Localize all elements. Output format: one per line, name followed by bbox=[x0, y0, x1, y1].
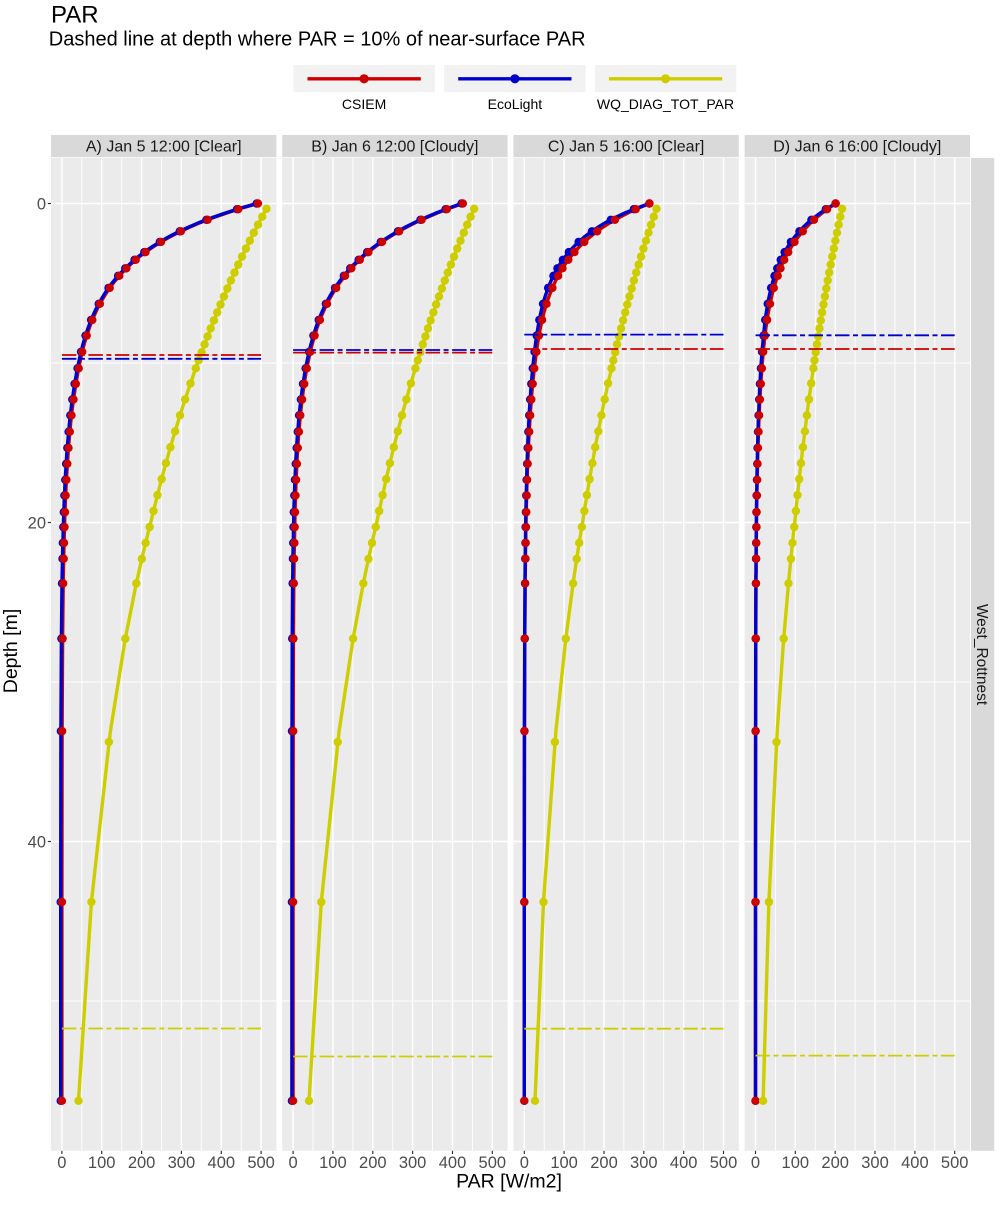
svg-text:200: 200 bbox=[359, 1154, 387, 1172]
svg-text:PAR: PAR bbox=[51, 1, 99, 28]
svg-text:PAR [W/m2]: PAR [W/m2] bbox=[456, 1171, 562, 1193]
svg-text:Depth [m]: Depth [m] bbox=[0, 609, 22, 694]
svg-text:C) Jan 5 16:00 [Clear]: C) Jan 5 16:00 [Clear] bbox=[548, 138, 705, 155]
svg-text:500: 500 bbox=[941, 1154, 969, 1172]
svg-text:0: 0 bbox=[751, 1154, 760, 1172]
svg-text:100: 100 bbox=[550, 1154, 578, 1172]
svg-text:400: 400 bbox=[670, 1154, 698, 1172]
svg-text:300: 300 bbox=[861, 1154, 889, 1172]
svg-text:500: 500 bbox=[247, 1154, 275, 1172]
svg-text:200: 200 bbox=[128, 1154, 156, 1172]
svg-text:A) Jan 5 12:00 [Clear]: A) Jan 5 12:00 [Clear] bbox=[86, 138, 242, 155]
svg-text:300: 300 bbox=[168, 1154, 196, 1172]
svg-text:300: 300 bbox=[399, 1154, 427, 1172]
svg-text:40: 40 bbox=[28, 834, 46, 852]
svg-text:0: 0 bbox=[289, 1154, 298, 1172]
svg-text:20: 20 bbox=[28, 515, 46, 533]
svg-text:400: 400 bbox=[901, 1154, 929, 1172]
svg-text:0: 0 bbox=[37, 196, 46, 214]
svg-text:500: 500 bbox=[710, 1154, 738, 1172]
svg-text:WQ_DIAG_TOT_PAR: WQ_DIAG_TOT_PAR bbox=[597, 96, 734, 112]
svg-text:West_Rottnest: West_Rottnest bbox=[973, 604, 990, 706]
svg-text:200: 200 bbox=[821, 1154, 849, 1172]
svg-text:500: 500 bbox=[479, 1154, 507, 1172]
svg-text:100: 100 bbox=[319, 1154, 347, 1172]
svg-text:400: 400 bbox=[208, 1154, 236, 1172]
svg-text:D) Jan 6 16:00 [Cloudy]: D) Jan 6 16:00 [Cloudy] bbox=[773, 138, 941, 155]
svg-text:B) Jan 6 12:00 [Cloudy]: B) Jan 6 12:00 [Cloudy] bbox=[311, 138, 478, 155]
svg-text:300: 300 bbox=[630, 1154, 658, 1172]
svg-text:400: 400 bbox=[439, 1154, 467, 1172]
svg-text:Dashed line at depth where PAR: Dashed line at depth where PAR = 10% of … bbox=[49, 29, 586, 51]
svg-text:100: 100 bbox=[782, 1154, 810, 1172]
svg-text:200: 200 bbox=[590, 1154, 618, 1172]
svg-text:EcoLight: EcoLight bbox=[488, 96, 543, 112]
svg-text:0: 0 bbox=[520, 1154, 529, 1172]
svg-text:0: 0 bbox=[57, 1154, 66, 1172]
svg-text:100: 100 bbox=[88, 1154, 116, 1172]
svg-text:CSIEM: CSIEM bbox=[342, 96, 386, 112]
